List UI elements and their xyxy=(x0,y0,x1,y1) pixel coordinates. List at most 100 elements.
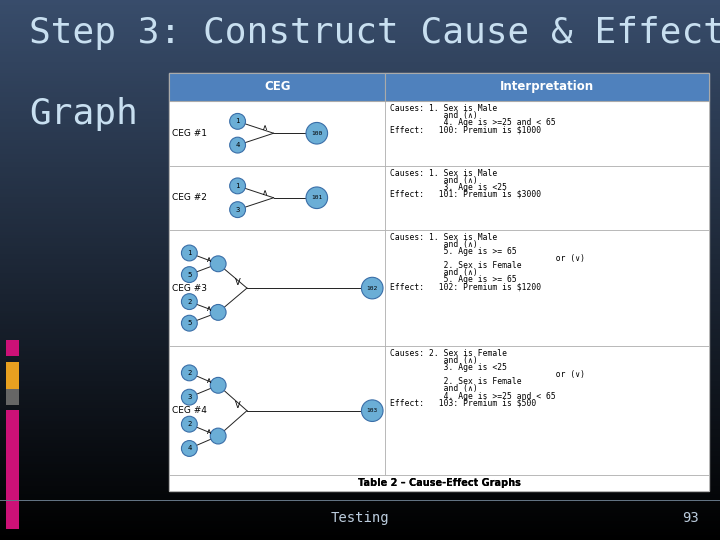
FancyBboxPatch shape xyxy=(0,316,720,319)
FancyBboxPatch shape xyxy=(0,502,720,505)
Text: Effect:   103: Premium is $500: Effect: 103: Premium is $500 xyxy=(390,399,536,408)
FancyBboxPatch shape xyxy=(0,319,720,321)
FancyBboxPatch shape xyxy=(0,200,720,202)
FancyBboxPatch shape xyxy=(0,24,720,27)
FancyBboxPatch shape xyxy=(0,70,720,73)
FancyBboxPatch shape xyxy=(0,381,720,383)
FancyBboxPatch shape xyxy=(0,238,720,240)
Ellipse shape xyxy=(210,256,226,272)
FancyBboxPatch shape xyxy=(0,389,720,392)
FancyBboxPatch shape xyxy=(0,335,720,338)
FancyBboxPatch shape xyxy=(0,165,720,167)
FancyBboxPatch shape xyxy=(0,462,720,464)
FancyBboxPatch shape xyxy=(0,40,720,43)
FancyBboxPatch shape xyxy=(6,362,19,389)
FancyBboxPatch shape xyxy=(0,472,720,475)
Text: 3: 3 xyxy=(235,207,240,213)
FancyBboxPatch shape xyxy=(0,332,720,335)
FancyBboxPatch shape xyxy=(0,84,720,86)
FancyBboxPatch shape xyxy=(0,302,720,305)
FancyBboxPatch shape xyxy=(0,176,720,178)
Ellipse shape xyxy=(181,294,197,309)
FancyBboxPatch shape xyxy=(0,143,720,146)
FancyBboxPatch shape xyxy=(0,81,720,84)
Text: ∧: ∧ xyxy=(262,188,268,197)
FancyBboxPatch shape xyxy=(0,451,720,454)
FancyBboxPatch shape xyxy=(0,373,720,375)
FancyBboxPatch shape xyxy=(0,76,720,78)
FancyBboxPatch shape xyxy=(0,343,720,346)
Ellipse shape xyxy=(306,123,328,144)
Text: 3. Age is <25: 3. Age is <25 xyxy=(390,183,507,192)
FancyBboxPatch shape xyxy=(0,116,720,119)
FancyBboxPatch shape xyxy=(0,275,720,278)
Text: 93: 93 xyxy=(682,511,698,525)
FancyBboxPatch shape xyxy=(0,454,720,456)
FancyBboxPatch shape xyxy=(0,529,720,532)
FancyBboxPatch shape xyxy=(0,108,720,111)
Text: CEG #1: CEG #1 xyxy=(172,129,207,138)
FancyBboxPatch shape xyxy=(0,54,720,57)
FancyBboxPatch shape xyxy=(0,30,720,32)
FancyBboxPatch shape xyxy=(0,429,720,432)
Text: or (∨): or (∨) xyxy=(390,254,585,264)
FancyBboxPatch shape xyxy=(0,532,720,535)
FancyBboxPatch shape xyxy=(0,418,720,421)
FancyBboxPatch shape xyxy=(0,213,720,216)
Text: and (∧): and (∧) xyxy=(390,268,477,278)
FancyBboxPatch shape xyxy=(0,386,720,389)
FancyBboxPatch shape xyxy=(0,235,720,238)
Text: CEG: CEG xyxy=(264,80,290,93)
FancyBboxPatch shape xyxy=(0,167,720,170)
FancyBboxPatch shape xyxy=(0,178,720,181)
FancyBboxPatch shape xyxy=(0,346,720,348)
Text: 4: 4 xyxy=(187,446,192,451)
Text: 5: 5 xyxy=(187,272,192,278)
FancyBboxPatch shape xyxy=(0,62,720,65)
FancyBboxPatch shape xyxy=(0,3,720,5)
FancyBboxPatch shape xyxy=(0,86,720,89)
Text: 5. Age is >= 65: 5. Age is >= 65 xyxy=(390,275,516,285)
Text: 1: 1 xyxy=(235,183,240,189)
FancyBboxPatch shape xyxy=(169,101,385,165)
FancyBboxPatch shape xyxy=(0,402,720,405)
Text: Effect:   102: Premium is $1200: Effect: 102: Premium is $1200 xyxy=(390,282,541,292)
Text: 2. Sex is Female: 2. Sex is Female xyxy=(390,377,521,387)
FancyBboxPatch shape xyxy=(0,410,720,413)
FancyBboxPatch shape xyxy=(0,14,720,16)
Text: ∧: ∧ xyxy=(206,427,212,436)
Text: CEG #3: CEG #3 xyxy=(172,284,207,293)
FancyBboxPatch shape xyxy=(0,367,720,370)
FancyBboxPatch shape xyxy=(0,400,720,402)
FancyBboxPatch shape xyxy=(0,22,720,24)
Text: ∧: ∧ xyxy=(206,255,212,264)
FancyBboxPatch shape xyxy=(0,489,720,491)
Ellipse shape xyxy=(230,178,246,194)
FancyBboxPatch shape xyxy=(0,383,720,386)
FancyBboxPatch shape xyxy=(0,467,720,470)
Text: and (∧): and (∧) xyxy=(390,176,477,185)
FancyBboxPatch shape xyxy=(0,313,720,316)
Text: and (∧): and (∧) xyxy=(390,356,477,366)
FancyBboxPatch shape xyxy=(0,219,720,221)
Text: and (∧): and (∧) xyxy=(390,240,477,249)
FancyBboxPatch shape xyxy=(0,92,720,94)
FancyBboxPatch shape xyxy=(0,135,720,138)
FancyBboxPatch shape xyxy=(0,43,720,46)
FancyBboxPatch shape xyxy=(0,227,720,229)
Text: 101: 101 xyxy=(311,195,323,200)
FancyBboxPatch shape xyxy=(0,78,720,81)
FancyBboxPatch shape xyxy=(0,138,720,140)
FancyBboxPatch shape xyxy=(0,230,720,232)
FancyBboxPatch shape xyxy=(0,157,720,159)
Ellipse shape xyxy=(210,428,226,444)
FancyBboxPatch shape xyxy=(0,478,720,481)
FancyBboxPatch shape xyxy=(0,148,720,151)
FancyBboxPatch shape xyxy=(0,537,720,540)
FancyBboxPatch shape xyxy=(0,132,720,135)
Text: CEG #2: CEG #2 xyxy=(172,193,207,202)
Text: Causes: 1. Sex is Male: Causes: 1. Sex is Male xyxy=(390,104,497,113)
FancyBboxPatch shape xyxy=(0,159,720,162)
FancyBboxPatch shape xyxy=(0,248,720,251)
FancyBboxPatch shape xyxy=(0,256,720,259)
